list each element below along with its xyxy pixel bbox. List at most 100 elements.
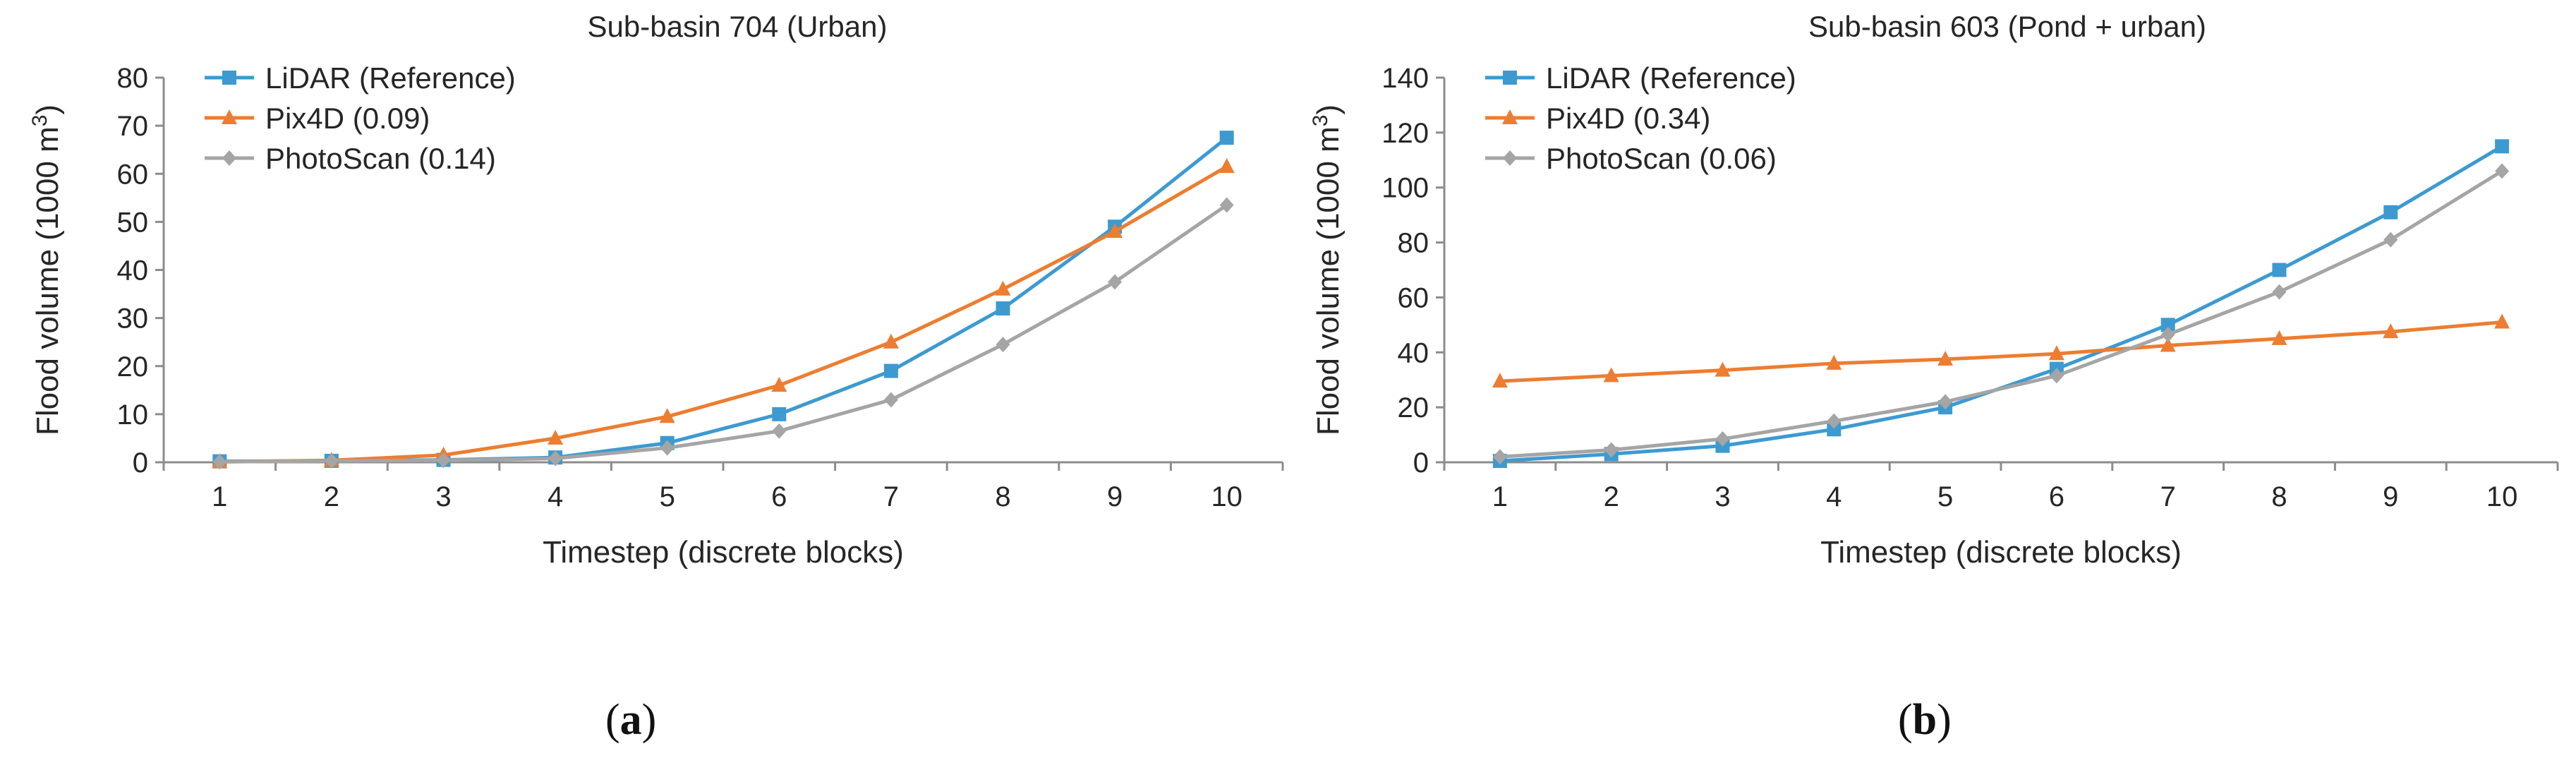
chart-1-legend-label: LiDAR (Reference) — [265, 61, 516, 95]
chart-1-series-2-point — [548, 429, 564, 445]
chart-1-series-1-point — [1219, 131, 1234, 145]
chart-1-series-1-point — [772, 407, 787, 421]
chart-2-series-3-point — [2383, 231, 2398, 248]
chart-2-title: Sub-basin 603 (Pond + urban) — [1808, 10, 2206, 43]
chart-2-series-2-point — [2160, 337, 2176, 352]
chart-1-y-tick-label: 40 — [117, 255, 149, 287]
chart-2-y-axis-title-end: ) — [1311, 104, 1346, 115]
chart-2-series-2-point — [1937, 351, 1954, 366]
chart-1-series-2-point — [659, 408, 675, 423]
chart-1-legend-entry-3: PhotoScan (0.14) — [205, 142, 496, 175]
chart-2-series-2-point — [1715, 361, 1731, 377]
chart-1-series-1-line — [219, 136, 1228, 464]
chart-sub-basin-603: Sub-basin 603 (Pond + urban) 0 20 40 60 80 100… — [1309, 10, 2559, 570]
chart-1-series-1-point — [996, 301, 1010, 315]
chart-2-series-3-point — [2160, 326, 2175, 342]
chart-2-x-tick-label: 7 — [2160, 481, 2176, 512]
chart-2-legend-swatch-marker — [1502, 109, 1518, 124]
chart-2-x-tick-label: 5 — [1937, 481, 1953, 512]
chart-1-series-1-point — [883, 363, 898, 378]
chart-1-series-3-line — [219, 203, 1228, 464]
chart-1-series-2-point — [995, 280, 1011, 296]
chart-1-legend-swatch-marker — [222, 71, 236, 85]
chart-2-series-3-point — [2272, 284, 2287, 300]
chart-2-x-tick-label: 6 — [2049, 481, 2064, 512]
chart-1-legend-entry-2: Pix4D (0.09) — [205, 102, 430, 135]
chart-2-x-tick-label: 2 — [1604, 481, 1619, 512]
panel-label-b-letter: b — [1912, 696, 1937, 744]
chart-2-y-tick-label: 140 — [1381, 63, 1429, 94]
chart-2-series-1 — [1492, 139, 2510, 469]
chart-2-series-1-point — [2272, 263, 2287, 277]
chart-2-y-axis-title-main: Flood volume (1000 m — [1311, 126, 1346, 435]
chart-1-x-tick-label: 3 — [435, 481, 451, 512]
chart-1-x-axis-title: Timestep (discrete blocks) — [543, 535, 904, 570]
chart-2-x-axis-title: Timestep (discrete blocks) — [1820, 535, 2182, 570]
chart-1-x-tick-label: 9 — [1107, 481, 1123, 512]
chart-1-series-3-point — [660, 440, 675, 456]
chart-2-series-2-point — [1826, 354, 1842, 370]
chart-1-y-tick-label: 30 — [117, 303, 149, 335]
chart-2-series-3-point — [1715, 431, 1730, 447]
chart-1-x-tick-label: 8 — [995, 481, 1010, 512]
chart-1-series-3-point — [324, 452, 339, 469]
chart-1-series-3-point — [548, 450, 563, 467]
chart-1-x-tick-label: 7 — [883, 481, 899, 512]
panel-label-a-letter: a — [619, 696, 642, 744]
chart-1-series-3-point — [772, 423, 787, 439]
chart-2-series-3-point — [1827, 413, 1842, 429]
chart-1-y-tick-label: 20 — [117, 351, 149, 383]
chart-1-x-tick-label: 5 — [660, 481, 675, 512]
chart-1-x-tick-label: 2 — [324, 481, 339, 512]
chart-1-series-3 — [212, 197, 1234, 470]
chart-1-legend-swatch-marker — [222, 150, 236, 166]
chart-sub-basin-704: Sub-basin 704 (Urban) 0 10 20 30 40 50 60 70 80 1 2… — [28, 10, 1284, 570]
chart-2-series-2-point — [2494, 313, 2510, 329]
chart-1-y-tick-label: 0 — [133, 447, 148, 479]
chart-2-series-3-point — [1938, 394, 1953, 410]
panel-label-a: (a) — [605, 696, 657, 744]
chart-2-series-2-point — [1492, 373, 1508, 388]
chart-2-series-2-line — [1499, 320, 2503, 383]
chart-2-x-tick-label: 9 — [2383, 481, 2398, 512]
chart-2-y-axis-title: Flood volume (1000 m3) — [1309, 104, 1346, 435]
chart-1-x-tick-label: 6 — [771, 481, 787, 512]
chart-1-series-2-point — [1219, 158, 1235, 174]
chart-2-x-tick-label: 3 — [1715, 481, 1730, 512]
chart-1-series-3-point — [883, 392, 898, 408]
chart-2-series-3-point — [2495, 163, 2510, 179]
chart-1-legend-label: PhotoScan (0.14) — [265, 142, 496, 175]
chart-2-y-axis-title-sup: 3 — [1309, 115, 1332, 127]
chart-2-series-1-line — [1499, 145, 2503, 463]
chart-1-y-axis-title: Flood volume (1000 m3) — [28, 104, 65, 435]
chart-2-y-tick-label: 0 — [1413, 447, 1429, 479]
chart-2-legend-swatch-marker — [1503, 150, 1517, 166]
chart-2-series-2-point — [2271, 330, 2287, 345]
chart-2-y-tick-label: 80 — [1398, 228, 1429, 259]
chart-1-legend-label: Pix4D (0.09) — [265, 102, 430, 135]
chart-1-y-tick-label: 60 — [117, 159, 149, 190]
chart-1-y-tick-label: 10 — [117, 399, 149, 431]
chart-1-legend-swatch-marker — [222, 109, 237, 124]
chart-2-series-3-point — [1492, 449, 1507, 465]
panel-label-b: (b) — [1898, 696, 1952, 744]
chart-1-y-axis-title-end: ) — [30, 104, 65, 115]
chart-2-y-tick-label: 120 — [1381, 118, 1429, 149]
chart-1-x-tick-label: 4 — [548, 481, 563, 512]
chart-2-x-tick-label: 1 — [1492, 481, 1508, 512]
chart-2-series-3-point — [2049, 368, 2064, 384]
chart-1-y-tick-label: 50 — [117, 207, 149, 238]
chart-1-x-tick-label: 10 — [1211, 481, 1242, 512]
chart-2-series-2-point — [2048, 345, 2064, 361]
chart-1-title: Sub-basin 704 (Urban) — [588, 10, 888, 43]
chart-1-y-tick-label: 70 — [117, 111, 149, 142]
chart-2-series-1-point — [2495, 139, 2510, 154]
chart-2-series-2-point — [2383, 323, 2399, 339]
chart-1-y-axis-title-sup: 3 — [28, 115, 52, 127]
chart-1-series-2-point — [771, 377, 787, 392]
chart-2-x-tick-label: 10 — [2486, 481, 2518, 512]
chart-2-series-2 — [1492, 313, 2510, 388]
chart-2-legend-label: Pix4D (0.34) — [1546, 102, 1710, 135]
chart-2-series-1-point — [2160, 318, 2175, 332]
